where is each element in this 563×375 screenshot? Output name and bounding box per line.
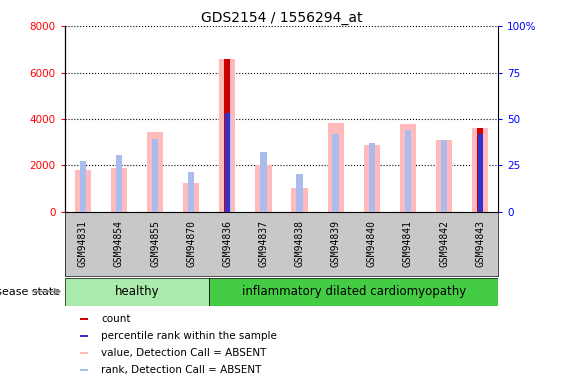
Text: GSM94843: GSM94843 bbox=[475, 219, 485, 267]
Bar bbox=[477, 128, 483, 212]
Bar bbox=[436, 140, 452, 212]
Bar bbox=[400, 124, 416, 212]
Bar bbox=[332, 134, 339, 212]
Text: percentile rank within the sample: percentile rank within the sample bbox=[101, 331, 277, 341]
Bar bbox=[225, 114, 230, 212]
Text: disease state: disease state bbox=[0, 286, 60, 297]
Bar bbox=[219, 59, 235, 212]
Bar bbox=[260, 152, 267, 212]
Bar bbox=[152, 139, 158, 212]
Bar bbox=[255, 165, 271, 212]
Bar bbox=[296, 174, 303, 212]
Text: GSM94836: GSM94836 bbox=[222, 219, 233, 267]
Bar bbox=[441, 140, 448, 212]
Bar bbox=[115, 155, 122, 212]
Text: healthy: healthy bbox=[115, 285, 159, 298]
Bar bbox=[477, 134, 483, 212]
Text: GSM94855: GSM94855 bbox=[150, 219, 160, 267]
Text: GSM94842: GSM94842 bbox=[439, 219, 449, 267]
Bar bbox=[183, 183, 199, 212]
Text: value, Detection Call = ABSENT: value, Detection Call = ABSENT bbox=[101, 348, 267, 358]
Bar bbox=[472, 128, 488, 212]
Bar bbox=[79, 161, 86, 212]
Bar bbox=[369, 143, 375, 212]
Bar bbox=[81, 318, 88, 321]
Text: GSM94837: GSM94837 bbox=[258, 219, 269, 267]
Bar bbox=[364, 145, 380, 212]
Bar bbox=[477, 136, 484, 212]
Bar bbox=[75, 170, 91, 212]
Title: GDS2154 / 1556294_at: GDS2154 / 1556294_at bbox=[201, 11, 362, 25]
Bar bbox=[81, 369, 88, 371]
Text: GSM94854: GSM94854 bbox=[114, 219, 124, 267]
Bar bbox=[147, 132, 163, 212]
Bar bbox=[81, 352, 88, 354]
Text: count: count bbox=[101, 314, 131, 324]
Bar bbox=[224, 112, 231, 212]
Text: GSM94841: GSM94841 bbox=[403, 219, 413, 267]
Bar bbox=[328, 123, 344, 212]
Bar bbox=[209, 278, 498, 306]
Text: rank, Detection Call = ABSENT: rank, Detection Call = ABSENT bbox=[101, 364, 262, 375]
Text: GSM94870: GSM94870 bbox=[186, 219, 196, 267]
Text: inflammatory dilated cardiomyopathy: inflammatory dilated cardiomyopathy bbox=[242, 285, 466, 298]
Bar bbox=[405, 129, 411, 212]
Bar bbox=[111, 168, 127, 212]
Text: GSM94839: GSM94839 bbox=[330, 219, 341, 267]
Bar bbox=[225, 59, 230, 212]
Text: GSM94838: GSM94838 bbox=[294, 219, 305, 267]
Bar bbox=[292, 188, 308, 212]
Bar bbox=[188, 172, 194, 212]
Bar bbox=[65, 278, 209, 306]
Text: GSM94840: GSM94840 bbox=[367, 219, 377, 267]
Text: GSM94831: GSM94831 bbox=[78, 219, 88, 267]
Bar bbox=[81, 335, 88, 338]
